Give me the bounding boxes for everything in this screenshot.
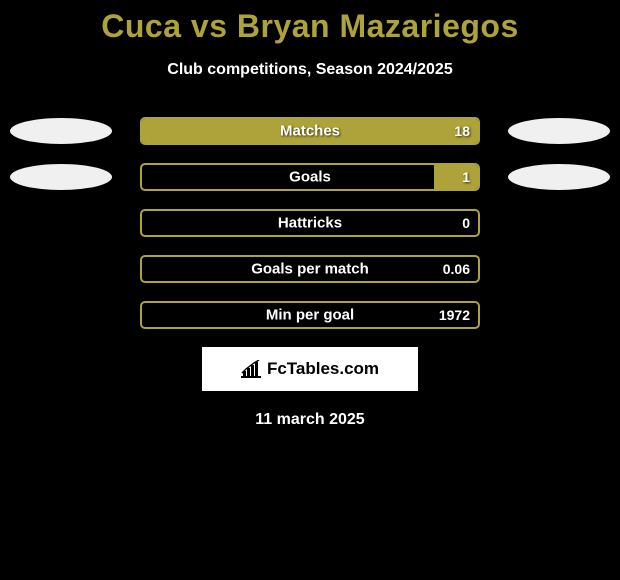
stat-value-right: 1972 [439, 307, 470, 323]
spacer [508, 210, 610, 236]
spacer [10, 210, 112, 236]
spacer [10, 302, 112, 328]
player-left-marker [10, 164, 112, 190]
stat-bar: Hattricks0 [140, 209, 480, 237]
stat-row: Hattricks0 [0, 209, 620, 237]
stat-bar: Min per goal1972 [140, 301, 480, 329]
stat-label: Goals per match [142, 261, 478, 278]
stat-bar: Goals per match0.06 [140, 255, 480, 283]
page-title: Cuca vs Bryan Mazariegos [0, 8, 620, 45]
comparison-card: Cuca vs Bryan Mazariegos Club competitio… [0, 0, 620, 429]
stats-area: Matches18 Goals1 Hattricks0 Goals per match… [0, 117, 620, 329]
stat-bar: Goals1 [140, 163, 480, 191]
player-right-marker [508, 164, 610, 190]
stat-value-right: 18 [454, 123, 470, 139]
spacer [508, 256, 610, 282]
spacer [508, 302, 610, 328]
stat-row: Goals1 [0, 163, 620, 191]
stat-label: Min per goal [142, 307, 478, 324]
stat-label: Hattricks [142, 215, 478, 232]
page-subtitle: Club competitions, Season 2024/2025 [0, 61, 620, 79]
stat-bar-fill-right [434, 165, 478, 189]
brand-logo[interactable]: FcTables.com [202, 347, 418, 391]
stat-value-right: 0.06 [443, 261, 470, 277]
brand-logo-text: FcTables.com [267, 359, 379, 379]
stat-row: Matches18 [0, 117, 620, 145]
spacer [10, 256, 112, 282]
stat-value-right: 0 [462, 215, 470, 231]
stat-bar: Matches18 [140, 117, 480, 145]
date-label: 11 march 2025 [0, 411, 620, 429]
stat-row: Min per goal1972 [0, 301, 620, 329]
player-left-marker [10, 118, 112, 144]
stat-row: Goals per match0.06 [0, 255, 620, 283]
stat-bar-fill-right [142, 119, 478, 143]
stat-value-right: 1 [462, 169, 470, 185]
chart-icon [241, 360, 261, 378]
player-right-marker [508, 118, 610, 144]
stat-label: Goals [142, 169, 478, 186]
